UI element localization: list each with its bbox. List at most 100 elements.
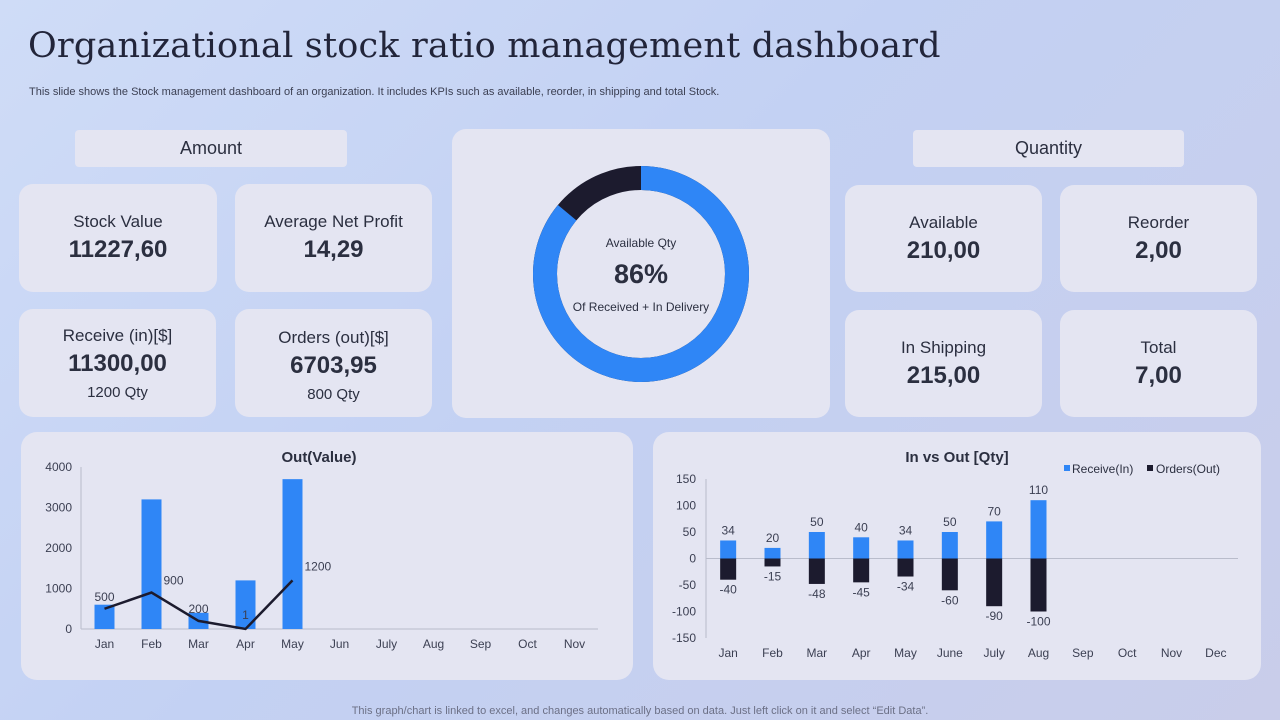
in-vs-out-chart-title: In vs Out [Qty]	[905, 449, 1008, 466]
out-value-qty-line	[104, 579, 294, 631]
out-value-chart-title: Out(Value)	[281, 449, 356, 466]
in-vs-out-orders-label: -90	[985, 609, 1003, 623]
out-value-y-tick: 0	[65, 622, 72, 636]
in-vs-out-receive-label: 34	[899, 523, 913, 537]
avg-net-profit-card: Average Net Profit 14,29	[235, 184, 432, 292]
in-vs-out-x-tick: Aug	[1028, 646, 1049, 660]
in-vs-out-chart: In vs Out [Qty] Receive(In) Orders(Out) -15…	[672, 449, 1238, 660]
in-vs-out-x-tick: Mar	[806, 646, 827, 660]
out-value-y-tick: 3000	[45, 501, 72, 515]
in-vs-out-y-tick: 150	[676, 472, 696, 486]
out-value-x-tick: July	[376, 637, 397, 651]
receive-qty: 1200 Qty	[87, 384, 148, 401]
in-vs-out-x-tick: Apr	[852, 646, 871, 660]
out-value-x-tick: Apr	[236, 637, 255, 651]
in-shipping-value: 215,00	[906, 362, 981, 389]
in-vs-out-orders-bar	[764, 558, 781, 567]
donut-caption: Available Qty	[606, 236, 676, 250]
receive-card: Receive (in)[$] 11300,00 1200 Qty	[19, 309, 216, 417]
legend-receive-swatch	[1064, 465, 1070, 471]
footer-note: This graph/chart is linked to excel, and…	[351, 705, 929, 717]
receive-label: Receive (in)[$]	[62, 326, 173, 345]
donut-sublabel: Of Received + In Delivery	[573, 300, 709, 314]
in-vs-out-x-tick: Dec	[1205, 646, 1226, 660]
donut-percent: 86%	[614, 259, 668, 289]
in-vs-out-orders-bar	[941, 558, 958, 591]
in-vs-out-receive-label: 50	[943, 515, 957, 529]
in-vs-out-receive-bar	[941, 532, 958, 559]
orders-value: 6703,95	[290, 352, 377, 379]
out-value-bar	[141, 499, 162, 629]
in-vs-out-orders-label: -15	[764, 569, 782, 583]
in-vs-out-receive-bar	[808, 532, 825, 559]
reorder-label: Reorder	[1127, 213, 1190, 232]
legend-orders-swatch	[1147, 465, 1153, 471]
in-vs-out-y-tick: 0	[689, 552, 696, 566]
in-vs-out-orders-bar	[897, 558, 914, 577]
avg-net-profit-value: 14,29	[303, 236, 364, 263]
in-vs-out-receive-bar	[853, 537, 870, 559]
in-vs-out-y-tick: -150	[672, 631, 696, 645]
in-vs-out-receive-bar	[1030, 500, 1047, 559]
out-value-qty-label: 1200	[305, 559, 332, 573]
in-vs-out-orders-bar	[1030, 558, 1047, 612]
orders-card: Orders (out)[$] 6703,95 800 Qty	[235, 309, 432, 417]
in-vs-out-y-tick: -100	[672, 605, 696, 619]
out-value-qty-label: 500	[94, 590, 114, 604]
orders-label: Orders (out)[$]	[278, 328, 389, 347]
out-value-y-tick: 4000	[45, 460, 72, 474]
out-value-qty-label: 200	[188, 602, 208, 616]
out-value-x-tick: Nov	[564, 637, 585, 651]
in-vs-out-orders-label: -100	[1026, 615, 1050, 629]
out-value-x-tick: Aug	[423, 637, 444, 651]
out-value-x-tick: Oct	[518, 637, 537, 651]
in-vs-out-chart-panel: In vs Out [Qty] Receive(In) Orders(Out) -15…	[653, 432, 1261, 680]
in-vs-out-receive-label: 20	[766, 531, 780, 545]
donut-available-arc	[533, 166, 749, 382]
out-value-chart: Out(Value) 0 1000 2000 3000 4000 Jan Feb Mar Apr M…	[45, 449, 598, 651]
in-vs-out-x-tick: Sep	[1072, 646, 1094, 660]
out-value-x-tick: May	[281, 637, 304, 651]
in-vs-out-orders-label: -48	[808, 587, 826, 601]
in-shipping-card: In Shipping 215,00	[845, 310, 1042, 417]
out-value-x-tick: Feb	[141, 637, 162, 651]
total-value: 7,00	[1135, 362, 1182, 389]
in-vs-out-orders-bar	[720, 558, 737, 580]
in-shipping-label: In Shipping	[900, 338, 987, 357]
quantity-section-label: Quantity	[913, 130, 1184, 167]
in-vs-out-orders-bar	[986, 558, 1003, 607]
available-label: Available	[909, 213, 978, 232]
out-value-bar	[94, 604, 115, 629]
in-vs-out-y-tick: -50	[679, 578, 697, 592]
page-title: Organizational stock ratio management da…	[28, 26, 941, 66]
available-value: 210,00	[906, 237, 981, 264]
out-value-x-tick: Mar	[188, 637, 209, 651]
avg-net-profit-label: Average Net Profit	[264, 212, 403, 231]
amount-section-label: Amount	[75, 130, 347, 167]
in-vs-out-orders-bar	[808, 558, 825, 584]
in-vs-out-receive-bar	[897, 540, 914, 559]
in-vs-out-receive-label: 110	[1029, 483, 1048, 497]
receive-value: 11300,00	[68, 350, 167, 377]
in-vs-out-x-tick: Jan	[718, 646, 737, 660]
out-value-qty-label: 1	[242, 608, 249, 622]
in-vs-out-x-tick: June	[937, 646, 963, 660]
stock-value-value: 11227,60	[68, 236, 168, 263]
reorder-value: 2,00	[1135, 237, 1182, 264]
in-vs-out-receive-label: 40	[854, 520, 868, 534]
available-qty-donut: Available Qty 86% Of Received + In Deliv…	[533, 166, 749, 382]
available-card: Available 210,00	[845, 185, 1042, 292]
out-value-bar	[235, 580, 256, 629]
out-value-chart-panel: Out(Value) 0 1000 2000 3000 4000 Jan Feb Mar Apr M…	[21, 432, 633, 680]
in-vs-out-x-tick: May	[894, 646, 917, 660]
in-vs-out-receive-label: 70	[987, 504, 1001, 518]
in-vs-out-orders-label: -45	[852, 585, 870, 599]
stock-value-card: Stock Value 11227,60	[19, 184, 217, 292]
out-value-bar	[282, 479, 303, 629]
out-value-y-tick: 2000	[45, 541, 72, 555]
out-value-x-tick: Jun	[330, 637, 349, 651]
legend-receive-label: Receive(In)	[1072, 462, 1133, 476]
stock-value-label: Stock Value	[73, 212, 163, 231]
orders-qty: 800 Qty	[307, 386, 360, 403]
in-vs-out-x-tick: Feb	[762, 646, 783, 660]
